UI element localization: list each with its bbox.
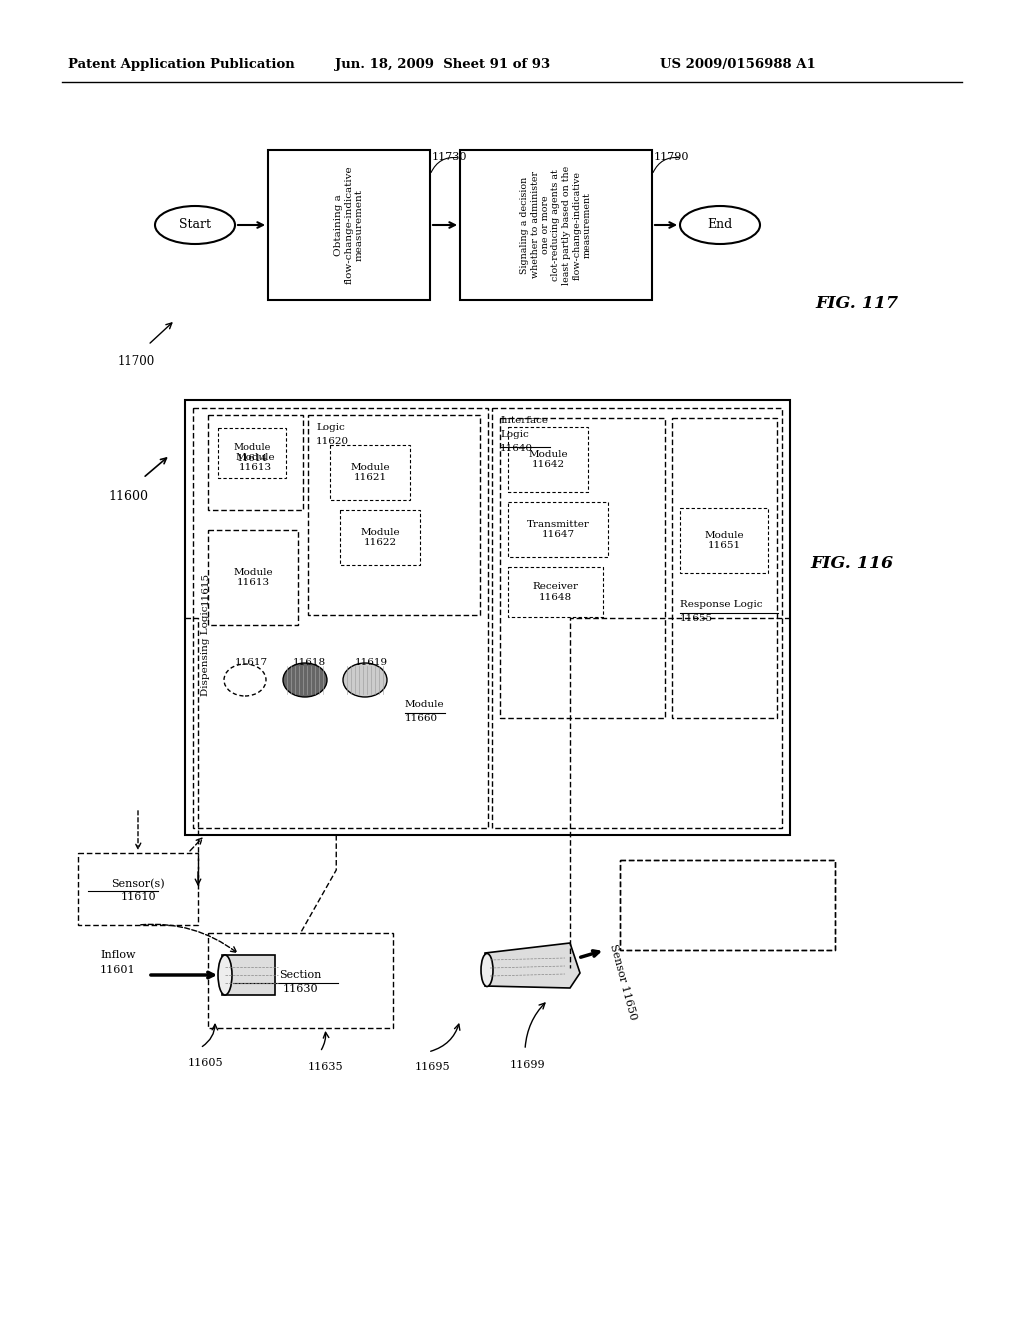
Text: Response Logic: Response Logic [680,601,763,609]
Polygon shape [222,954,275,995]
Text: 11620: 11620 [316,437,349,446]
Text: End: End [708,219,732,231]
Text: Module: Module [406,700,444,709]
Text: 11790: 11790 [654,152,689,162]
Text: Patent Application Publication: Patent Application Publication [68,58,295,71]
Polygon shape [485,942,580,987]
Text: Signaling a decision
whether to administer
one or more
clot-reducing agents at
l: Signaling a decision whether to administ… [520,165,592,285]
Text: 11615: 11615 [201,572,210,605]
Text: FIG. 117: FIG. 117 [815,294,898,312]
Text: Sensor 11650: Sensor 11650 [608,942,638,1022]
Ellipse shape [283,663,327,697]
Text: 11630: 11630 [283,983,318,994]
Polygon shape [268,150,430,300]
Text: FIG. 116: FIG. 116 [810,554,893,572]
Text: Transmitter
11647: Transmitter 11647 [526,520,590,539]
Text: 11699: 11699 [510,1060,546,1071]
Text: Logic: Logic [316,422,345,432]
Text: US 2009/0156988 A1: US 2009/0156988 A1 [660,58,816,71]
Text: Interface: Interface [500,416,548,425]
Ellipse shape [481,953,493,986]
Text: 11640: 11640 [500,444,534,453]
Text: Module
11621: Module 11621 [350,463,390,482]
Text: Jun. 18, 2009  Sheet 91 of 93: Jun. 18, 2009 Sheet 91 of 93 [335,58,550,71]
Text: 11617: 11617 [234,657,268,667]
Ellipse shape [680,206,760,244]
Text: 11695: 11695 [415,1063,451,1072]
Ellipse shape [155,206,234,244]
Text: 11700: 11700 [118,355,156,368]
Text: Section: Section [280,970,322,981]
Text: Module
11642: Module 11642 [528,450,568,469]
Text: 11655: 11655 [680,614,713,623]
Text: Logic: Logic [500,430,528,440]
Text: Receiver
11648: Receiver 11648 [532,582,579,602]
Text: Module
11614: Module 11614 [233,444,270,463]
Text: 11618: 11618 [293,657,326,667]
Text: Obtaining a
flow-change-indicative
measurement: Obtaining a flow-change-indicative measu… [334,166,364,284]
Text: 11619: 11619 [355,657,388,667]
Polygon shape [460,150,652,300]
Text: Module
11613: Module 11613 [236,453,275,473]
Text: Sensor(s): Sensor(s) [112,879,165,890]
Text: 11610: 11610 [120,892,156,902]
Text: Module
11613: Module 11613 [233,568,272,587]
Text: Dispensing Logic: Dispensing Logic [201,599,210,697]
Ellipse shape [343,663,387,697]
Text: 11635: 11635 [308,1063,344,1072]
Text: 11605: 11605 [188,1059,223,1068]
Text: 11600: 11600 [108,490,148,503]
Text: 11660: 11660 [406,714,438,723]
Ellipse shape [218,954,232,995]
Ellipse shape [224,664,266,696]
Text: Module
11622: Module 11622 [360,528,399,548]
Text: Module
11651: Module 11651 [705,531,743,550]
Text: 11601: 11601 [100,965,135,975]
Text: 11730: 11730 [432,152,468,162]
Text: Inflow: Inflow [100,950,135,960]
Text: Start: Start [179,219,211,231]
Polygon shape [185,400,790,836]
